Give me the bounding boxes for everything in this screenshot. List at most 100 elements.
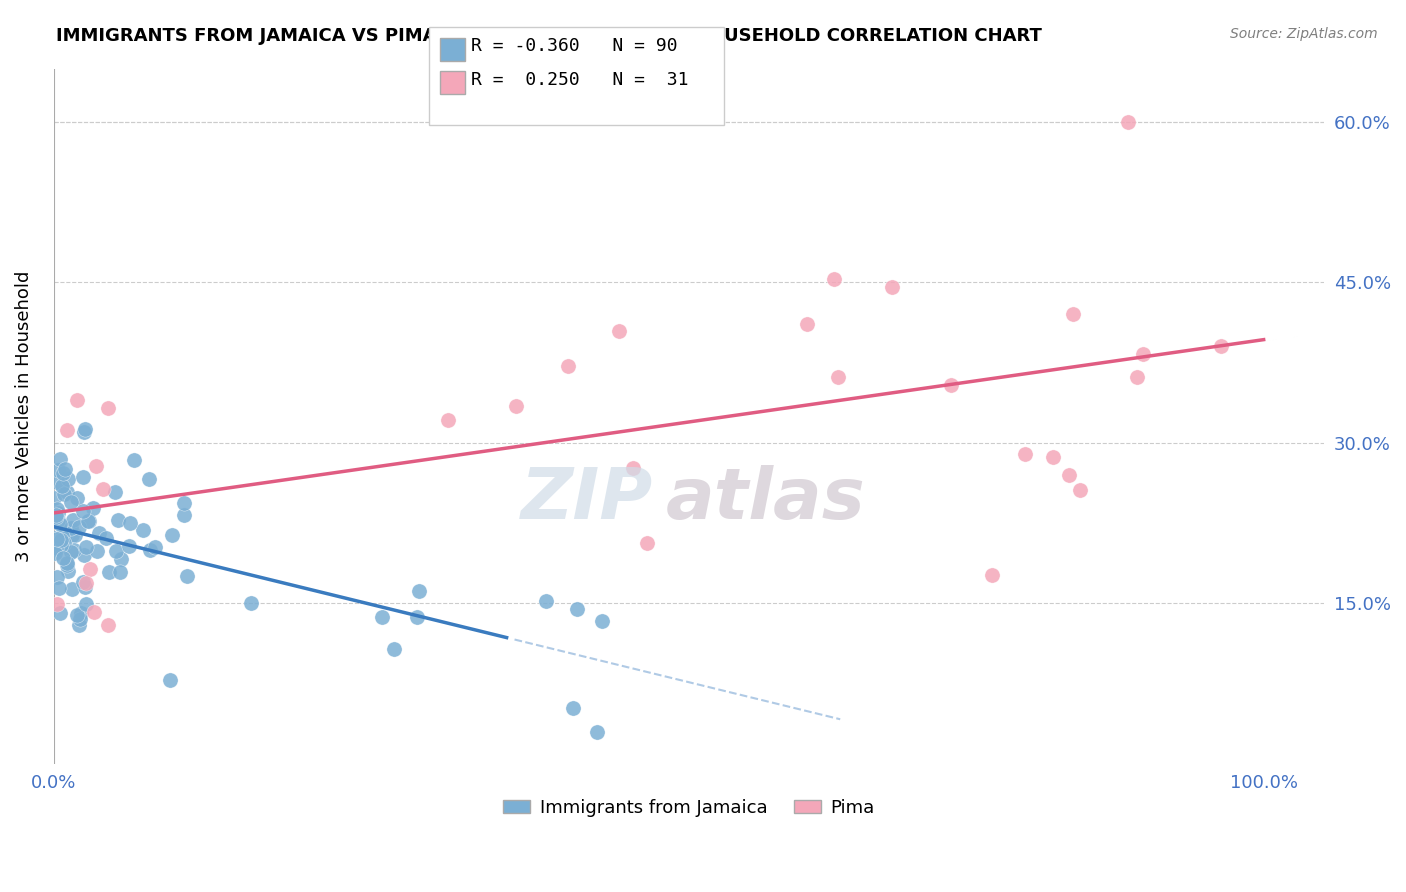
Pima — [79, 562, 101, 576]
Immigrants from Jamaica — [239, 595, 262, 609]
Text: atlas: atlas — [665, 465, 865, 534]
Immigrants from Jamaica — [46, 570, 69, 584]
Immigrants from Jamaica — [98, 565, 121, 579]
Immigrants from Jamaica — [45, 541, 67, 555]
Immigrants from Jamaica — [86, 543, 108, 558]
Pima — [93, 482, 115, 496]
Immigrants from Jamaica — [62, 513, 84, 527]
Immigrants from Jamaica — [44, 511, 66, 525]
Immigrants from Jamaica — [117, 539, 139, 553]
Immigrants from Jamaica — [45, 532, 67, 546]
Immigrants from Jamaica — [44, 491, 66, 505]
Pima — [1057, 467, 1080, 482]
Immigrants from Jamaica — [60, 528, 83, 542]
Immigrants from Jamaica — [561, 700, 583, 714]
Pima — [636, 536, 658, 550]
Immigrants from Jamaica — [48, 506, 70, 520]
Immigrants from Jamaica — [44, 546, 66, 560]
Pima — [437, 413, 460, 427]
Immigrants from Jamaica — [53, 487, 76, 501]
Immigrants from Jamaica — [72, 470, 94, 484]
Pima — [1126, 370, 1149, 384]
Immigrants from Jamaica — [56, 564, 79, 578]
Immigrants from Jamaica — [567, 602, 589, 616]
Immigrants from Jamaica — [73, 422, 96, 436]
Pima — [1062, 307, 1084, 321]
Pima — [1069, 483, 1091, 497]
Immigrants from Jamaica — [55, 526, 77, 541]
Immigrants from Jamaica — [104, 485, 127, 500]
Immigrants from Jamaica — [51, 479, 73, 493]
Immigrants from Jamaica — [46, 513, 69, 527]
Y-axis label: 3 or more Vehicles in Household: 3 or more Vehicles in Household — [15, 270, 32, 562]
Immigrants from Jamaica — [75, 597, 97, 611]
Immigrants from Jamaica — [60, 582, 83, 596]
Pima — [609, 324, 631, 338]
Immigrants from Jamaica — [49, 607, 72, 621]
Pima — [97, 401, 120, 416]
Immigrants from Jamaica — [75, 580, 97, 594]
Pima — [1042, 450, 1064, 465]
Immigrants from Jamaica — [110, 552, 132, 566]
Text: Source: ZipAtlas.com: Source: ZipAtlas.com — [1230, 27, 1378, 41]
Immigrants from Jamaica — [45, 508, 67, 523]
Pima — [823, 272, 845, 286]
Immigrants from Jamaica — [72, 504, 94, 518]
Immigrants from Jamaica — [75, 541, 97, 555]
Pima — [1014, 447, 1036, 461]
Immigrants from Jamaica — [69, 612, 91, 626]
Immigrants from Jamaica — [173, 508, 195, 522]
Immigrants from Jamaica — [96, 531, 118, 545]
Immigrants from Jamaica — [586, 724, 609, 739]
Immigrants from Jamaica — [107, 513, 129, 527]
Immigrants from Jamaica — [51, 529, 73, 543]
Immigrants from Jamaica — [76, 514, 98, 528]
Immigrants from Jamaica — [49, 516, 72, 531]
Immigrants from Jamaica — [48, 581, 70, 595]
Pima — [75, 576, 97, 591]
Immigrants from Jamaica — [63, 542, 86, 557]
Immigrants from Jamaica — [382, 642, 405, 657]
Immigrants from Jamaica — [67, 519, 90, 533]
Immigrants from Jamaica — [53, 462, 76, 476]
Immigrants from Jamaica — [408, 584, 430, 599]
Immigrants from Jamaica — [52, 466, 75, 480]
Immigrants from Jamaica — [46, 475, 69, 489]
Immigrants from Jamaica — [89, 525, 111, 540]
Pima — [796, 318, 818, 332]
Immigrants from Jamaica — [73, 549, 96, 563]
Pima — [1116, 115, 1139, 129]
Immigrants from Jamaica — [118, 516, 141, 530]
Immigrants from Jamaica — [56, 484, 79, 499]
Immigrants from Jamaica — [60, 495, 83, 509]
Immigrants from Jamaica — [60, 521, 83, 535]
Text: IMMIGRANTS FROM JAMAICA VS PIMA 3 OR MORE VEHICLES IN HOUSEHOLD CORRELATION CHAR: IMMIGRANTS FROM JAMAICA VS PIMA 3 OR MOR… — [56, 27, 1042, 45]
Pima — [1132, 347, 1154, 361]
Pima — [941, 378, 963, 392]
Pima — [83, 606, 105, 620]
Pima — [46, 597, 69, 611]
Immigrants from Jamaica — [44, 531, 66, 545]
Immigrants from Jamaica — [534, 593, 557, 607]
Pima — [84, 459, 107, 474]
Immigrants from Jamaica — [105, 544, 128, 558]
Immigrants from Jamaica — [131, 524, 153, 538]
Immigrants from Jamaica — [65, 607, 87, 622]
Immigrants from Jamaica — [59, 545, 82, 559]
Immigrants from Jamaica — [67, 617, 90, 632]
Immigrants from Jamaica — [138, 472, 160, 486]
Immigrants from Jamaica — [122, 452, 145, 467]
Immigrants from Jamaica — [160, 528, 183, 542]
Immigrants from Jamaica — [72, 575, 94, 590]
Immigrants from Jamaica — [406, 610, 429, 624]
Immigrants from Jamaica — [52, 550, 75, 565]
Immigrants from Jamaica — [159, 673, 181, 687]
Pima — [1211, 339, 1233, 353]
Immigrants from Jamaica — [77, 514, 100, 528]
Immigrants from Jamaica — [45, 502, 67, 516]
Immigrants from Jamaica — [49, 538, 72, 552]
Pima — [66, 392, 89, 407]
Immigrants from Jamaica — [371, 610, 394, 624]
Pima — [557, 359, 579, 374]
Immigrants from Jamaica — [82, 500, 104, 515]
